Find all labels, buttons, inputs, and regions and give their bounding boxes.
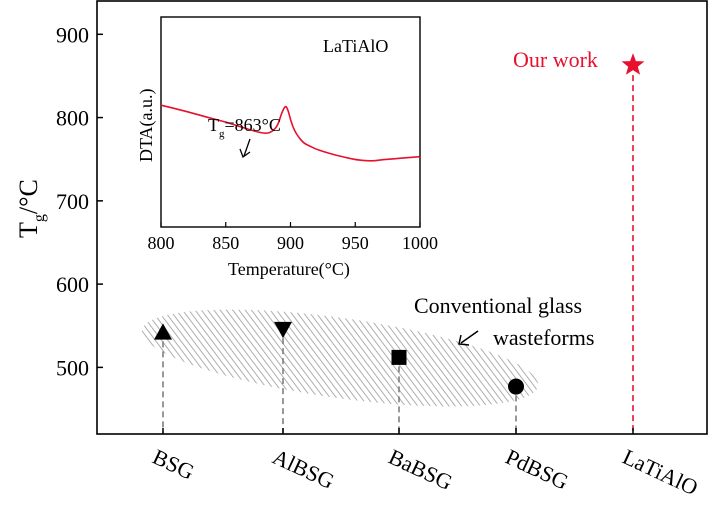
conventional-label-line2: wasteforms (493, 325, 594, 350)
category-label-pdbsg: PdBSG (502, 444, 573, 495)
tg-annotation-label: Tg=863°C (208, 115, 281, 140)
inset-x-tick-label-1000: 1000 (402, 233, 438, 253)
y-tick-label-900: 900 (56, 22, 89, 47)
inset-x-tick-label-800: 800 (148, 233, 175, 253)
dta-curve (160, 104, 421, 162)
data-markers (154, 53, 645, 395)
category-label-albsg: AlBSG (269, 444, 338, 494)
inset-x-tick-label-900: 900 (277, 233, 304, 253)
marker-bsg (154, 323, 172, 340)
category-label-bsg: BSG (149, 444, 198, 485)
main-y-axis: 500 600 700 800 900 (56, 22, 103, 380)
marker-pdbsg (508, 378, 524, 395)
inset-title: LaTiAlO (323, 36, 388, 56)
marker-albsg (274, 321, 292, 339)
y-tick-label-800: 800 (56, 106, 89, 131)
inset-x-tick-label-850: 850 (212, 233, 239, 253)
tg-annotation-arrow (239, 138, 251, 159)
conventional-label-line1: Conventional glass (414, 293, 582, 318)
marker-latialo (621, 53, 645, 75)
category-labels: BSG AlBSG BaBSG PdBSG LaTiAlO (149, 428, 702, 500)
main-y-axis-label: Tg/°C (14, 179, 48, 238)
drop-lines (162, 75, 634, 434)
conventional-glass-region (141, 309, 539, 407)
conventional-arrow (458, 330, 479, 346)
category-label-latialo: LaTiAlO (619, 444, 702, 500)
main-plot-frame (96, 0, 708, 435)
inset-x-axis: 800 850 900 950 1000 (148, 222, 438, 253)
y-tick-label-600: 600 (56, 272, 89, 297)
marker-babsg (391, 349, 407, 365)
category-label-babsg: BaBSG (385, 444, 457, 495)
inset-x-axis-label: Temperature(°C) (228, 259, 350, 280)
inset-y-axis-label: DTA(a.u.) (136, 88, 157, 162)
inset-dta-plot: 800 850 900 950 1000 LaTiAlO DTA(a.u.) Tempe… (136, 16, 438, 280)
our-work-label: Our work (513, 47, 598, 72)
y-tick-label-500: 500 (56, 355, 89, 380)
y-tick-label-700: 700 (56, 189, 89, 214)
inset-x-tick-label-950: 950 (342, 233, 369, 253)
